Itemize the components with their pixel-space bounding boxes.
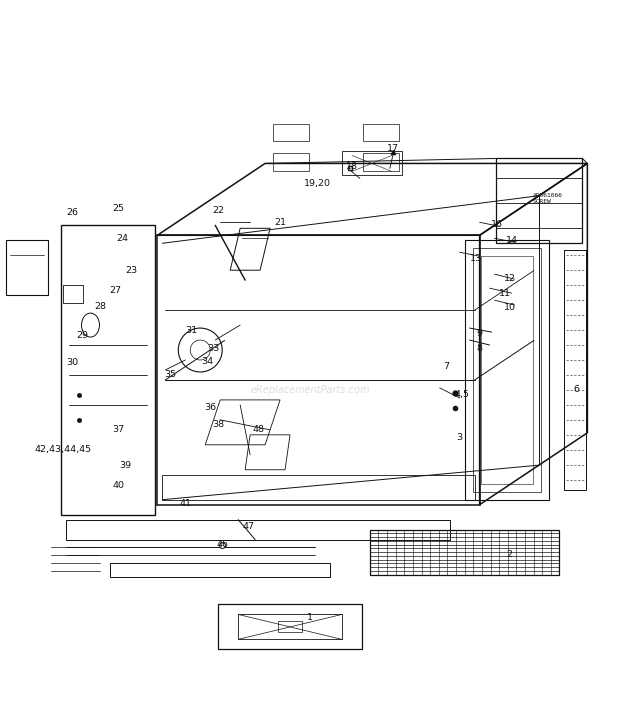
Text: 19,20: 19,20 [303, 179, 330, 188]
Text: 23: 23 [125, 266, 138, 274]
Text: 33: 33 [207, 344, 219, 352]
Text: 9: 9 [477, 329, 482, 338]
Text: 40: 40 [112, 482, 125, 490]
Text: 39: 39 [120, 461, 131, 470]
Text: 17: 17 [387, 144, 399, 153]
Text: 1: 1 [307, 613, 313, 622]
Text: 47: 47 [242, 522, 254, 531]
Text: 18: 18 [346, 162, 358, 171]
Text: 26: 26 [66, 208, 79, 217]
Text: 11: 11 [498, 289, 510, 297]
Text: 24: 24 [117, 234, 128, 243]
Text: 10: 10 [503, 303, 516, 312]
Text: APO61066
SCREW: APO61066 SCREW [533, 193, 562, 204]
Text: 4,5: 4,5 [454, 391, 469, 399]
Text: 2: 2 [507, 550, 513, 559]
Text: 13: 13 [469, 253, 482, 263]
Text: 48: 48 [252, 425, 264, 435]
Text: 38: 38 [212, 420, 224, 430]
Text: 7: 7 [444, 362, 449, 372]
Text: 12: 12 [503, 274, 516, 283]
Text: 25: 25 [112, 204, 125, 213]
Text: 21: 21 [274, 218, 286, 227]
Text: 16: 16 [490, 219, 503, 229]
Text: 3: 3 [456, 433, 463, 443]
Text: 27: 27 [110, 286, 122, 295]
Text: 8: 8 [477, 344, 482, 352]
Text: eReplacementParts.com: eReplacementParts.com [250, 385, 370, 395]
Text: 42,43,44,45: 42,43,44,45 [35, 445, 92, 454]
Text: 14: 14 [505, 236, 518, 245]
Text: 28: 28 [94, 302, 107, 310]
Text: 46: 46 [216, 540, 228, 549]
Text: 35: 35 [164, 370, 176, 380]
Text: 29: 29 [76, 331, 89, 339]
Text: 31: 31 [185, 326, 197, 334]
Text: 34: 34 [201, 357, 213, 367]
Text: 37: 37 [112, 425, 125, 435]
Text: 36: 36 [204, 404, 216, 412]
Text: 22: 22 [212, 206, 224, 215]
Text: 41: 41 [179, 499, 192, 508]
Text: 6: 6 [574, 386, 580, 394]
Text: 30: 30 [66, 359, 79, 367]
